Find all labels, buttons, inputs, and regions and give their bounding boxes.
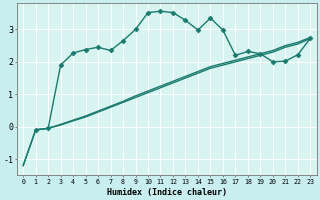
X-axis label: Humidex (Indice chaleur): Humidex (Indice chaleur) [107,188,227,197]
